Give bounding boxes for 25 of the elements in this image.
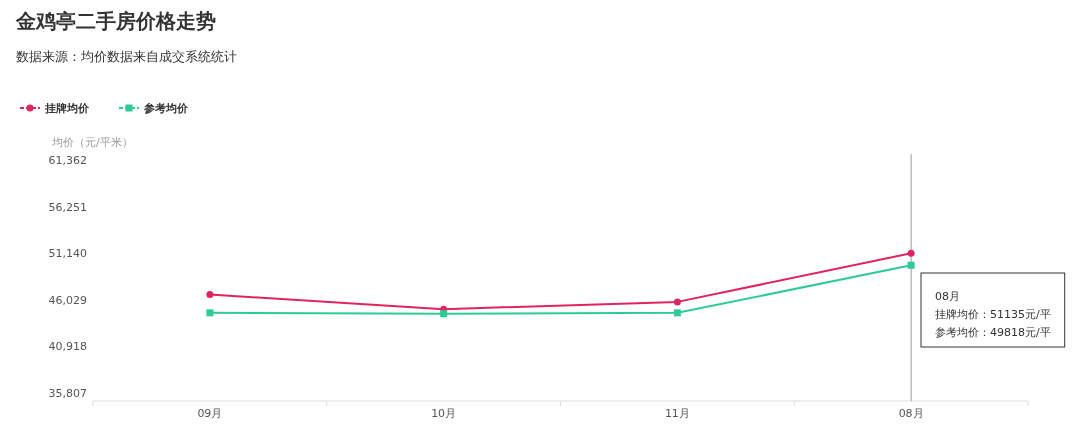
y-tick-label: 61,362: [48, 154, 87, 167]
y-tick-label: 40,918: [48, 340, 87, 354]
x-tick-label: 10月: [431, 407, 457, 420]
chart-subtitle: 数据来源：均价数据来自成交系统统计: [16, 49, 237, 64]
point: [206, 291, 214, 299]
point: [440, 310, 448, 318]
point: [206, 309, 214, 317]
annotation: 08月: [935, 290, 960, 303]
chart-title: 金鸡亭二手房价格走势: [15, 9, 216, 33]
x-tick-label: 08月: [898, 407, 924, 420]
legend-label: 参考均价: [143, 102, 189, 115]
annotation: 参考均价：49818元/平: [935, 326, 1051, 339]
y-axis-title: 均价（元/平米）: [51, 136, 133, 149]
y-tick-label: 56,251: [48, 200, 87, 214]
y-tick-label: 51,140: [48, 247, 87, 261]
point: [907, 249, 915, 257]
annotation: 挂牌均价：51135元/平: [935, 308, 1051, 321]
legend-label: 挂牌均价: [44, 102, 90, 115]
y-tick-label: 35,807: [48, 387, 87, 400]
point: [673, 309, 681, 317]
point: [907, 261, 915, 269]
y-tick-label: 46,029: [48, 293, 87, 307]
x-tick-label: 11月: [664, 407, 690, 420]
x-tick-label: 09月: [197, 407, 223, 420]
point: [673, 298, 681, 306]
